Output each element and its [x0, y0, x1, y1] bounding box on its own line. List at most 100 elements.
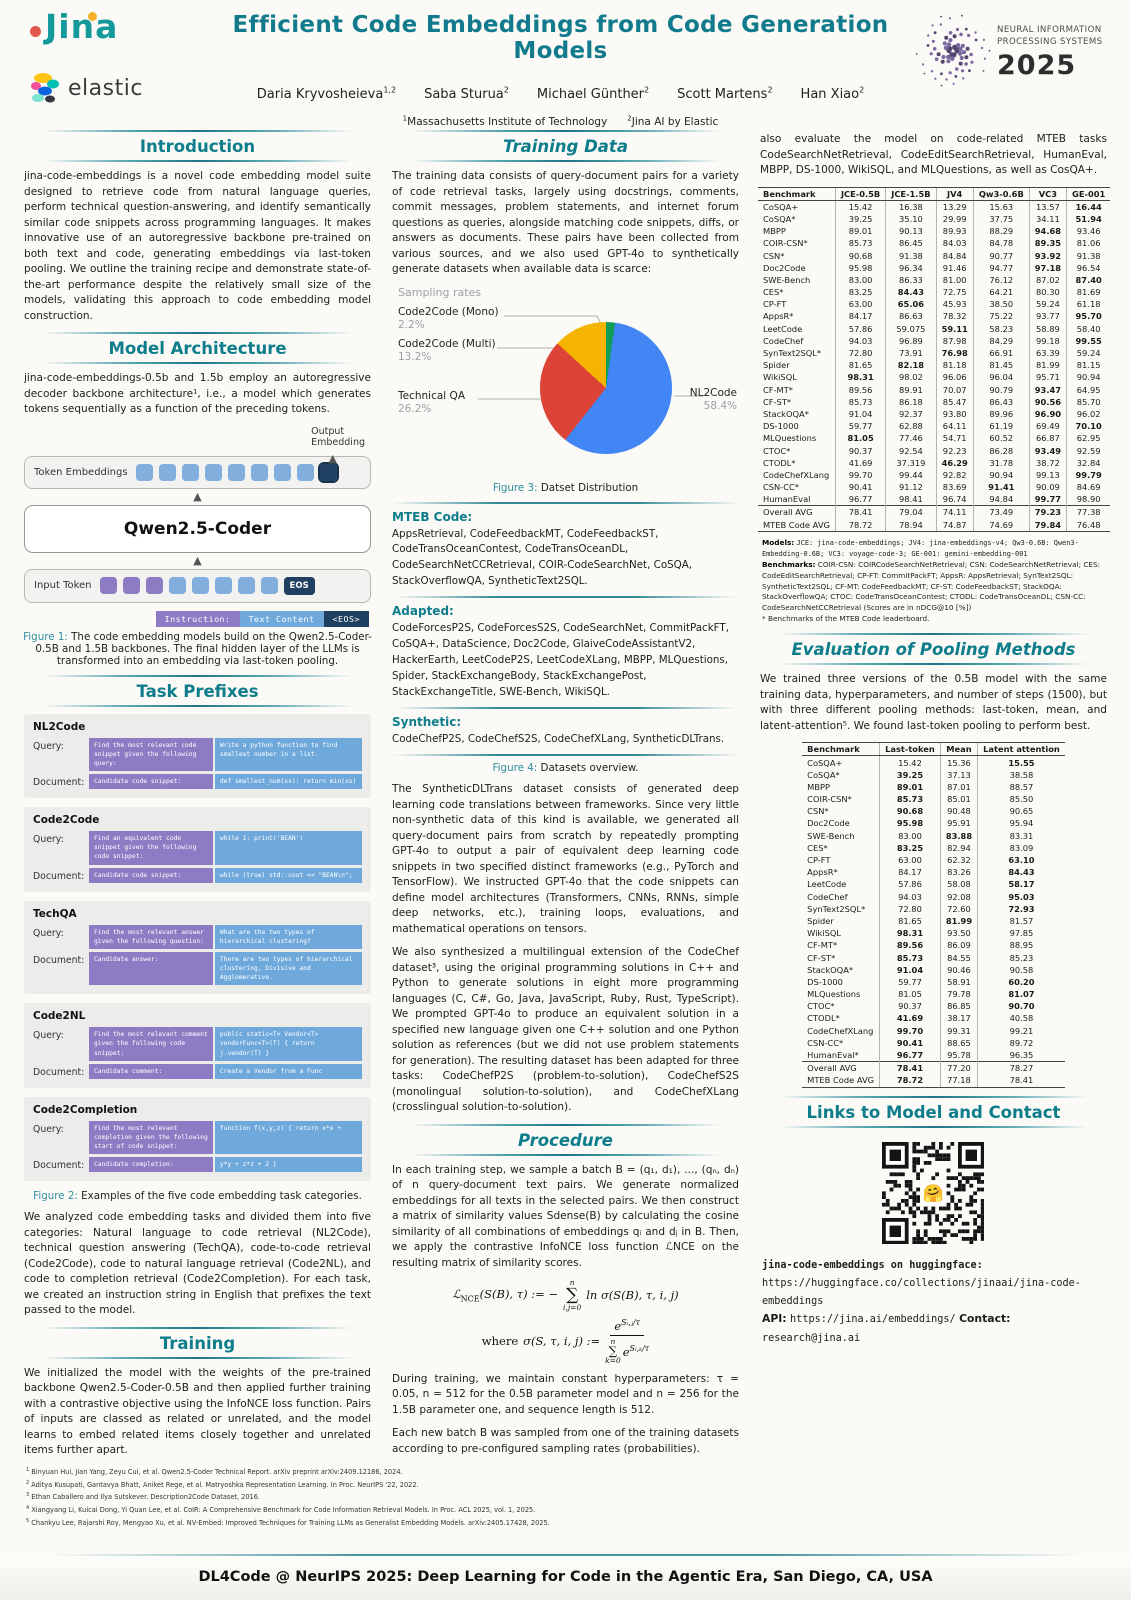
score-cell: 84.55	[939, 951, 978, 964]
score-cell: 90.94	[1066, 371, 1111, 384]
qr-code[interactable]: 🤗	[881, 1141, 986, 1246]
column-header: Qw3-0.6B	[972, 186, 1030, 201]
input-token-row: Input Token EOS	[24, 568, 371, 603]
table-row: Doc2Code 95.98 95.91 95.94	[802, 817, 1065, 830]
contact-email[interactable]: research@jina.ai	[762, 1332, 861, 1344]
table-row: MBPP 89.01 90.13 89.93 88.29 94.68 93.46	[758, 225, 1111, 238]
dataset-group-title: Synthetic:	[392, 715, 462, 730]
score-cell: 93.46	[1066, 225, 1111, 238]
footnote: 5 Chankyu Lee, Rajarshi Roy, Mengyao Xu,…	[26, 1517, 550, 1528]
score-cell: 39.25	[879, 768, 941, 781]
score-cell: 58.17	[977, 878, 1065, 891]
benchmark-name: Overall AVG	[802, 1061, 880, 1075]
qwen-model-box: Qwen2.5-Coder	[24, 504, 371, 553]
poster-title: Efficient Code Embeddings from Code Gene…	[232, 12, 889, 64]
dataset-group-title: MTEB Code:	[392, 509, 473, 524]
score-cell: 92.82	[935, 468, 974, 481]
pooling-text: We trained three versions of the 0.5B mo…	[760, 673, 1107, 732]
score-cell: 89.35	[1028, 237, 1067, 250]
synthetic-dltrans-text: The SyntheticDLTrans dataset consists of…	[392, 783, 739, 935]
score-cell: 90.37	[879, 1000, 941, 1013]
score-cell: 95.98	[879, 817, 941, 830]
elastic-logo-mark	[31, 73, 59, 103]
score-cell: 99.31	[939, 1024, 978, 1037]
table-notes: Models: JCE: jina-code-embeddings; JV4: …	[762, 537, 1101, 624]
last-token-square	[317, 461, 339, 483]
task-card: Code2Code Query: Find an equivalent code …	[24, 807, 371, 892]
benchmark-name: WikiSQL	[763, 372, 797, 383]
score-cell: 77.38	[1066, 505, 1111, 519]
score-cell: 91.46	[935, 261, 974, 274]
table-row: MTEB Code AVG 78.72 77.18 78.41	[802, 1074, 1065, 1088]
score-cell: 60.20	[977, 975, 1065, 988]
score-cell: 97.18	[1028, 261, 1067, 274]
score-cell: 81.69	[1066, 286, 1111, 299]
score-cell: 90.46	[939, 963, 978, 976]
architecture-text: jina-code-embeddings-0.5b and 1.5b emplo…	[24, 372, 371, 415]
score-cell: 81.05	[879, 988, 941, 1001]
huggingface-emoji: 🤗	[921, 1182, 946, 1205]
benchmark-name: StackOQA*	[807, 964, 854, 975]
table-row: DS-1000 59.77 58.91 60.20	[802, 975, 1065, 988]
instruction-token-square	[99, 577, 117, 595]
score-cell: 74.69	[972, 518, 1030, 532]
score-cell: 96.89	[885, 334, 937, 347]
score-cell: 96.34	[885, 261, 937, 274]
score-cell: 90.56	[1028, 395, 1067, 408]
score-cell: 99.18	[1028, 334, 1067, 347]
document-instruction: Candidate comment:	[89, 1063, 213, 1079]
score-cell: 59.24	[1066, 346, 1111, 360]
score-cell: 15.63	[972, 200, 1030, 213]
score-cell: 83.88	[939, 829, 978, 842]
benchmark-name: DS-1000	[763, 421, 799, 432]
score-cell: 58.23	[972, 322, 1030, 335]
benchmark-name: CF-ST*	[763, 396, 792, 407]
score-cell: 31.78	[972, 456, 1030, 469]
pie-circle	[540, 321, 672, 454]
token-embeddings-row: Token Embeddings	[24, 455, 371, 489]
table-row: LeetCode 57.86 58.08 58.17	[802, 878, 1065, 891]
output-embedding-label: Output Embedding	[311, 425, 365, 448]
benchmark-name: COIR-CSN*	[763, 238, 808, 249]
huggingface-link[interactable]: https://huggingface.co/collections/jinaa…	[762, 1277, 1081, 1308]
query-label: Query:	[33, 927, 64, 939]
score-cell: 89.91	[885, 383, 937, 396]
task-card-title: Code2Code	[33, 814, 100, 827]
poster-header: Jina elastic Efficient Code Embeddings f…	[0, 0, 1131, 128]
score-cell: 58.91	[939, 975, 978, 988]
score-cell: 94.77	[972, 261, 1030, 274]
score-cell: 96.04	[972, 371, 1030, 384]
dataset-group-items: AppsRetrieval, CodeFeedbackMT, CodeFeedb…	[392, 527, 693, 588]
score-cell: 81.18	[935, 359, 974, 372]
task-categories-text: We analyzed code embedding tasks and div…	[24, 1211, 371, 1317]
score-cell: 83.09	[977, 841, 1065, 854]
training-data-text: The training data consists of query-docu…	[392, 170, 739, 275]
score-cell: 84.69	[1066, 481, 1111, 494]
token-embeddings-label: Token Embeddings	[34, 466, 128, 478]
figure-1-architecture: Output Embedding ▲ Token Embeddings ▲ Qwe…	[24, 426, 371, 627]
middle-column: Training Data The training data consists…	[390, 122, 741, 1462]
score-cell: 89.01	[834, 225, 886, 238]
divider	[394, 707, 737, 710]
table-row: CoSQA+ 15.42 15.36 15.55	[802, 755, 1065, 769]
score-cell: 91.04	[834, 407, 886, 421]
api-link[interactable]: https://jina.ai/embeddings/	[790, 1314, 956, 1326]
document-label: Document:	[33, 1066, 85, 1078]
content-token-square	[237, 577, 255, 595]
score-cell: 15.36	[939, 755, 978, 769]
table-row: CSN-CC* 90.41 91.12 83.69 91.41 90.09 84.69	[758, 481, 1111, 494]
query-text: Write a python function to find smallest…	[214, 737, 362, 772]
score-cell: 94.03	[834, 334, 886, 347]
score-cell: 90.65	[977, 805, 1065, 818]
author-name: Daria Kryvosheieva1,2	[256, 86, 397, 103]
column-header: Latent attention	[977, 742, 1065, 757]
query-label: Query:	[33, 1030, 64, 1042]
eos-badge: EOS	[283, 576, 315, 595]
score-cell: 62.32	[939, 853, 978, 867]
table-row: CodeChef 94.03 92.08 95.03	[802, 890, 1065, 903]
neurips-logo: NEURAL INFORMATION PROCESSING SYSTEMS 20…	[913, 8, 1113, 98]
score-cell: 96.90	[1028, 407, 1067, 421]
score-cell: 95.94	[977, 817, 1065, 830]
benchmark-name: COIR-CSN*	[807, 794, 852, 805]
benchmark-name: CSN*	[807, 806, 829, 817]
